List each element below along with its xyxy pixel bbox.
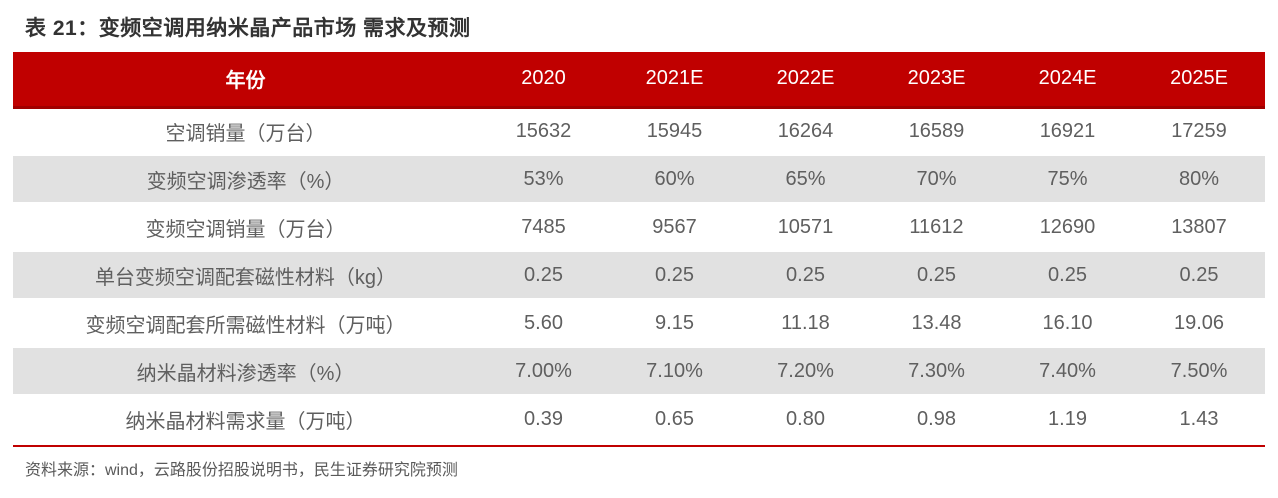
header-cell-2020: 2020 bbox=[478, 52, 609, 109]
cell: 11612 bbox=[909, 215, 964, 238]
cell: 0.25 bbox=[1002, 250, 1133, 300]
cell: 10571 bbox=[777, 215, 834, 238]
cell: 0.25 bbox=[609, 250, 740, 300]
cell: 0.65 bbox=[655, 408, 694, 430]
cell: 0.98 bbox=[917, 408, 956, 430]
cell: 7.00% bbox=[478, 346, 609, 396]
table-row: 变频空调销量（万台） 7485 9567 10571 11612 12690 1… bbox=[13, 203, 1265, 251]
cell: 16264 bbox=[777, 119, 834, 142]
cell: 0.25 bbox=[740, 250, 871, 300]
cell: 11.18 bbox=[781, 311, 830, 334]
cell: 0.25 bbox=[1133, 250, 1265, 300]
table-row: 纳米晶材料需求量（万吨） 0.39 0.65 0.80 0.98 1.19 1.… bbox=[13, 395, 1265, 443]
header-cell-2024e: 2024E bbox=[1002, 52, 1133, 109]
cell: 16921 bbox=[1039, 119, 1096, 142]
cell: 7.20% bbox=[740, 346, 871, 396]
header-cell-2025e: 2025E bbox=[1133, 52, 1265, 109]
table-row: 单台变频空调配套磁性材料（kg） 0.25 0.25 0.25 0.25 0.2… bbox=[13, 250, 1265, 300]
header-cell-2022e: 2022E bbox=[740, 52, 871, 109]
table-header-row: 年份 2020 2021E 2022E 2023E 2024E 2025E bbox=[13, 52, 1265, 109]
row-label: 变频空调配套所需磁性材料（万吨） bbox=[85, 314, 406, 337]
cell: 16.10 bbox=[1042, 311, 1093, 334]
header-cell-year: 年份 bbox=[13, 52, 478, 109]
header-cell-2021e: 2021E bbox=[609, 52, 740, 109]
cell: 19.06 bbox=[1173, 311, 1225, 334]
cell: 13.48 bbox=[911, 311, 962, 334]
row-label: 纳米晶材料需求量（万吨） bbox=[125, 411, 366, 433]
source-note: 资料来源：wind，云路股份招股说明书，民生证券研究院预测 bbox=[25, 462, 458, 479]
cell: 1.43 bbox=[1179, 408, 1219, 430]
row-label: 变频空调销量（万台） bbox=[145, 218, 346, 241]
table-row: 变频空调渗透率（%） 53% 60% 65% 70% 75% 80% bbox=[13, 154, 1265, 204]
row-label: 空调销量（万台） bbox=[165, 122, 326, 145]
row-label: 变频空调渗透率（%） bbox=[13, 154, 478, 204]
cell: 15945 bbox=[646, 119, 703, 142]
cell: 1.19 bbox=[1048, 408, 1087, 430]
table-row: 纳米晶材料渗透率（%） 7.00% 7.10% 7.20% 7.30% 7.40… bbox=[13, 346, 1265, 396]
cell: 70% bbox=[871, 154, 1002, 204]
cell: 53% bbox=[478, 154, 609, 204]
cell: 0.25 bbox=[871, 250, 1002, 300]
cell: 0.80 bbox=[786, 408, 825, 430]
row-label: 单台变频空调配套磁性材料（kg） bbox=[13, 250, 478, 300]
cell: 60% bbox=[609, 154, 740, 204]
cell: 16589 bbox=[908, 119, 965, 142]
table-row: 变频空调配套所需磁性材料（万吨） 5.60 9.15 11.18 13.48 1… bbox=[13, 299, 1265, 347]
cell: 5.60 bbox=[524, 311, 563, 334]
cell: 17259 bbox=[1171, 119, 1227, 142]
forecast-table: 年份 2020 2021E 2022E 2023E 2024E 2025E 空调… bbox=[13, 52, 1265, 443]
cell: 12690 bbox=[1039, 215, 1096, 238]
cell: 0.39 bbox=[524, 408, 563, 430]
header-cell-2023e: 2023E bbox=[871, 52, 1002, 109]
cell: 9.15 bbox=[655, 311, 694, 334]
cell: 9567 bbox=[652, 215, 697, 238]
cell: 7485 bbox=[521, 215, 566, 238]
cell: 15632 bbox=[515, 119, 572, 142]
bottom-red-rule bbox=[13, 445, 1265, 447]
cell: 7.10% bbox=[609, 346, 740, 396]
cell: 13807 bbox=[1171, 215, 1227, 238]
cell: 65% bbox=[740, 154, 871, 204]
cell: 0.25 bbox=[478, 250, 609, 300]
row-label: 纳米晶材料渗透率（%） bbox=[13, 346, 478, 396]
cell: 75% bbox=[1002, 154, 1133, 204]
table-title: 表 21：变频空调用纳米晶产品市场 需求及预测 bbox=[25, 17, 471, 40]
cell: 7.50% bbox=[1133, 346, 1265, 396]
cell: 7.30% bbox=[871, 346, 1002, 396]
cell: 80% bbox=[1133, 154, 1265, 204]
cell: 7.40% bbox=[1002, 346, 1133, 396]
table-row: 空调销量（万台） 15632 15945 16264 16589 16921 1… bbox=[13, 107, 1265, 155]
